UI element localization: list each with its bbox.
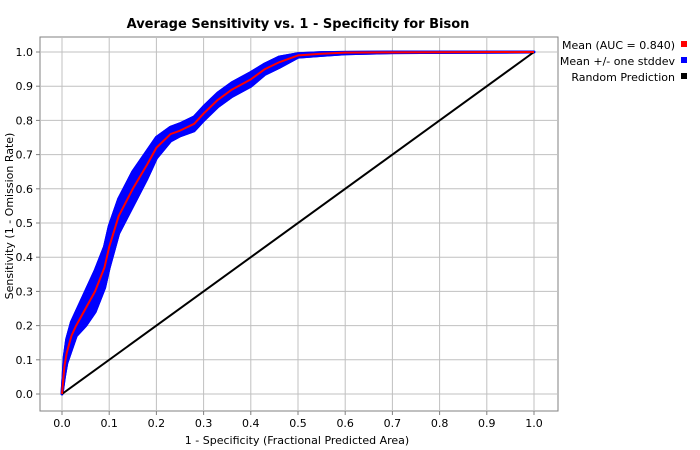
x-tick-label: 0.6 <box>336 417 354 430</box>
y-tick-label: 0.8 <box>16 114 34 127</box>
x-tick-label: 0.1 <box>100 417 118 430</box>
y-tick-label: 1.0 <box>16 46 34 59</box>
x-axis-label: 1 - Specificity (Fractional Predicted Ar… <box>185 434 409 447</box>
x-tick-label: 0.2 <box>148 417 166 430</box>
mean-curve <box>61 51 535 395</box>
y-tick-label: 0.0 <box>16 388 34 401</box>
chart-title: Average Sensitivity vs. 1 - Specificity … <box>127 17 470 32</box>
plot-area: 0.0 0.1 0.2 0.3 0.4 0.5 0.6 0.7 0.8 0.9 1.0 0.0 0.1 0… <box>16 36 559 430</box>
legend: Mean (AUC = 0.840) Mean +/- one stddev Ran… <box>560 39 687 84</box>
y-tick-label: 0.1 <box>16 354 34 367</box>
legend-item-random-swatch <box>681 73 687 79</box>
x-tick-label: 0.9 <box>478 417 496 430</box>
y-tick-label: 0.7 <box>16 149 34 162</box>
stddev-upper-line <box>60 50 534 395</box>
x-tick-label: 0.0 <box>53 417 71 430</box>
y-tick-label: 0.5 <box>16 217 34 230</box>
x-tick-label: 0.5 <box>289 417 307 430</box>
legend-item-stddev-swatch <box>681 57 687 63</box>
x-tick-label: 0.3 <box>195 417 213 430</box>
plot-frame <box>39 36 559 412</box>
stddev-lower-line <box>60 50 535 395</box>
y-tick-label: 0.3 <box>16 285 34 298</box>
y-axis-label: Sensitivity (1 - Omission Rate) <box>3 133 16 300</box>
legend-item-mean-label: Mean (AUC = 0.840) <box>562 39 675 52</box>
y-tick-label: 0.9 <box>16 80 34 93</box>
y-tick-label: 0.2 <box>16 320 34 333</box>
legend-item-random-label: Random Prediction <box>571 71 675 84</box>
legend-item-mean-swatch <box>681 41 687 47</box>
x-tick-label: 0.7 <box>384 417 402 430</box>
legend-item-stddev-label: Mean +/- one stddev <box>560 55 676 68</box>
y-tick-label: 0.4 <box>16 251 34 264</box>
random-prediction-line <box>61 51 535 395</box>
x-tick-label: 0.4 <box>242 417 260 430</box>
y-tick-label: 0.6 <box>16 183 34 196</box>
x-tick-label: 1.0 <box>525 417 543 430</box>
x-tick-label: 0.8 <box>431 417 449 430</box>
